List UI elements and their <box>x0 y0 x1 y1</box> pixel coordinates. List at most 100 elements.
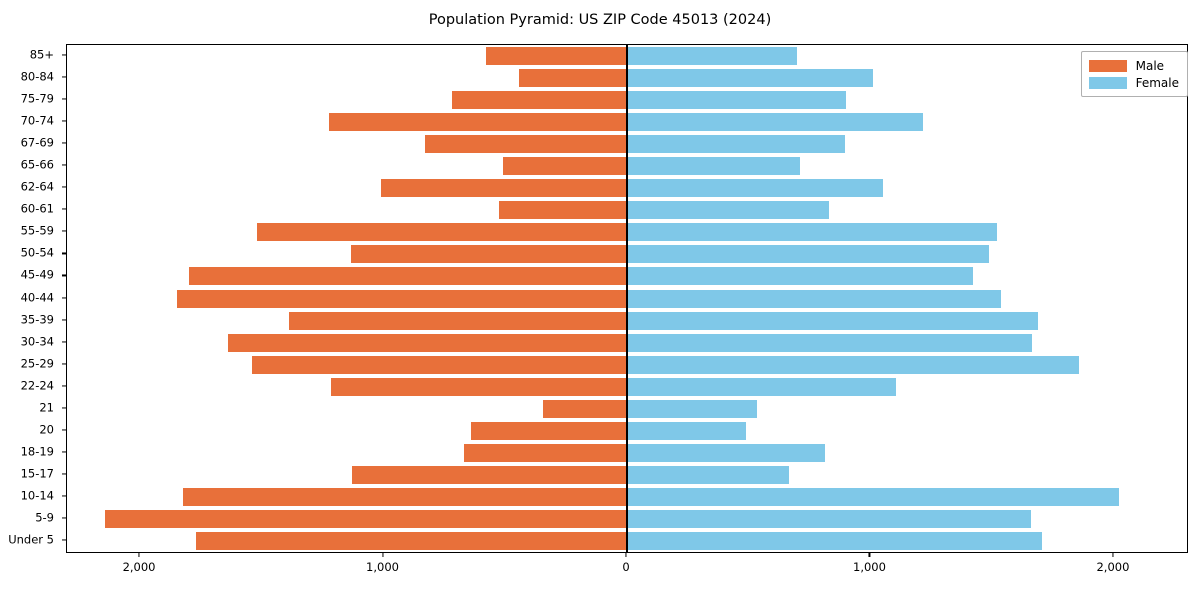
bar-male-10-14 <box>182 487 627 506</box>
y-tick-mark <box>62 230 66 232</box>
y-tick-mark <box>62 363 66 365</box>
bar-male-18-19 <box>463 443 627 462</box>
bar-female-75-79 <box>627 91 847 110</box>
y-tick-label: 21 <box>39 399 54 414</box>
bar-female-15-17 <box>627 465 789 484</box>
y-tick-label: 62-64 <box>20 179 54 194</box>
bar-male-40-44 <box>176 289 627 308</box>
y-tick-mark <box>62 142 66 144</box>
y-tick-label: 35-39 <box>20 311 54 326</box>
legend-item-male[interactable]: Male <box>1088 57 1179 74</box>
y-tick-mark <box>62 98 66 100</box>
bar-female-45-49 <box>627 267 973 286</box>
bar-male-67-69 <box>424 135 627 154</box>
y-tick-label: 85+ <box>29 47 54 62</box>
bar-male-25-29 <box>252 355 627 374</box>
bar-female-50-54 <box>627 245 989 264</box>
y-tick-label: 15-17 <box>20 466 54 481</box>
bar-male-5-9 <box>104 509 627 528</box>
legend-label-male: Male <box>1135 58 1165 73</box>
bars-layer <box>67 45 1187 552</box>
bar-female-62-64 <box>627 179 883 198</box>
bar-female-10-14 <box>627 487 1119 506</box>
y-tick-label: 18-19 <box>20 444 54 459</box>
bar-female-35-39 <box>627 311 1039 330</box>
bar-male-75-79 <box>451 91 627 110</box>
bar-male-30-34 <box>227 333 627 352</box>
bar-female-21 <box>627 399 758 418</box>
y-tick-label: 10-14 <box>20 488 54 503</box>
legend-swatch-female <box>1088 76 1127 89</box>
x-tick-mark <box>1112 553 1114 557</box>
bar-female-22-24 <box>627 377 897 396</box>
bar-male-62-64 <box>381 179 627 198</box>
bar-female-5-9 <box>627 509 1032 528</box>
bar-male-55-59 <box>256 223 627 242</box>
y-axis: Under 5 5-9 10-14 15-17 18-19 20 21 22-24 25-29 3… <box>0 44 66 553</box>
x-tick-mark <box>381 553 384 557</box>
y-tick-mark <box>62 318 66 321</box>
y-tick-mark <box>62 539 66 541</box>
bar-male-35-39 <box>288 311 627 330</box>
x-tick-label: 2,000 <box>1096 560 1130 574</box>
bar-male-70-74 <box>328 113 627 132</box>
y-tick-label: 70-74 <box>20 113 54 128</box>
plot-area <box>66 44 1188 553</box>
x-axis: 2,000 1,000 0 1,000 2,000 <box>66 553 1188 593</box>
y-tick-mark <box>62 120 66 122</box>
y-tick-mark <box>62 186 66 188</box>
x-tick-label: 2,000 <box>122 560 156 574</box>
y-tick-mark <box>62 296 66 299</box>
bar-female-67-69 <box>627 135 845 154</box>
bar-male-22-24 <box>331 377 627 396</box>
y-tick-label: 5-9 <box>35 510 54 525</box>
x-tick-label: 1,000 <box>853 560 886 574</box>
y-tick-mark <box>62 407 66 409</box>
y-tick-label: 45-49 <box>20 267 54 282</box>
y-tick-mark <box>62 76 66 78</box>
y-tick-mark <box>62 451 66 453</box>
bar-female-20 <box>627 421 746 440</box>
y-tick-mark <box>62 341 66 343</box>
bar-male-20 <box>471 421 627 440</box>
y-tick-label: 65-66 <box>20 157 54 172</box>
legend-item-female[interactable]: Female <box>1088 74 1179 91</box>
y-tick-label: 55-59 <box>20 223 54 238</box>
bar-female-55-59 <box>627 223 998 242</box>
bar-male-under-5 <box>196 531 627 550</box>
zero-axis-line <box>626 45 628 552</box>
bar-female-40-44 <box>627 289 1001 308</box>
bar-male-85- <box>485 47 627 66</box>
y-tick-mark <box>62 385 66 387</box>
bar-male-80-84 <box>518 69 627 88</box>
y-tick-label: 40-44 <box>20 289 54 304</box>
y-tick-label: 67-69 <box>20 135 54 150</box>
y-tick-mark <box>62 517 66 519</box>
y-tick-label: 80-84 <box>20 69 54 84</box>
y-tick-mark <box>62 252 66 254</box>
x-tick-mark <box>138 553 140 557</box>
y-tick-mark <box>62 473 66 475</box>
bar-female-30-34 <box>627 333 1033 352</box>
chart-legend: Male Female <box>1080 51 1188 97</box>
x-tick-mark <box>868 553 871 557</box>
y-tick-mark <box>62 208 66 210</box>
chart-title: Population Pyramid: US ZIP Code 45013 (2… <box>428 12 772 28</box>
x-tick-mark <box>625 553 627 557</box>
y-tick-mark <box>62 54 66 56</box>
bar-female-18-19 <box>627 443 826 462</box>
bar-male-50-54 <box>350 245 627 264</box>
y-tick-label: 20 <box>39 422 54 436</box>
x-tick-label: 0 <box>622 560 630 574</box>
x-tick-label: 1,000 <box>366 560 399 574</box>
y-tick-label: 22-24 <box>20 377 54 392</box>
bar-male-21 <box>543 399 627 418</box>
legend-swatch-male <box>1088 59 1127 72</box>
bar-female-60-61 <box>627 201 830 220</box>
bar-female-25-29 <box>627 355 1079 374</box>
y-tick-mark <box>62 495 66 497</box>
bar-male-15-17 <box>351 465 627 484</box>
y-tick-label: 30-34 <box>20 333 54 348</box>
legend-label-female: Female <box>1135 75 1179 90</box>
